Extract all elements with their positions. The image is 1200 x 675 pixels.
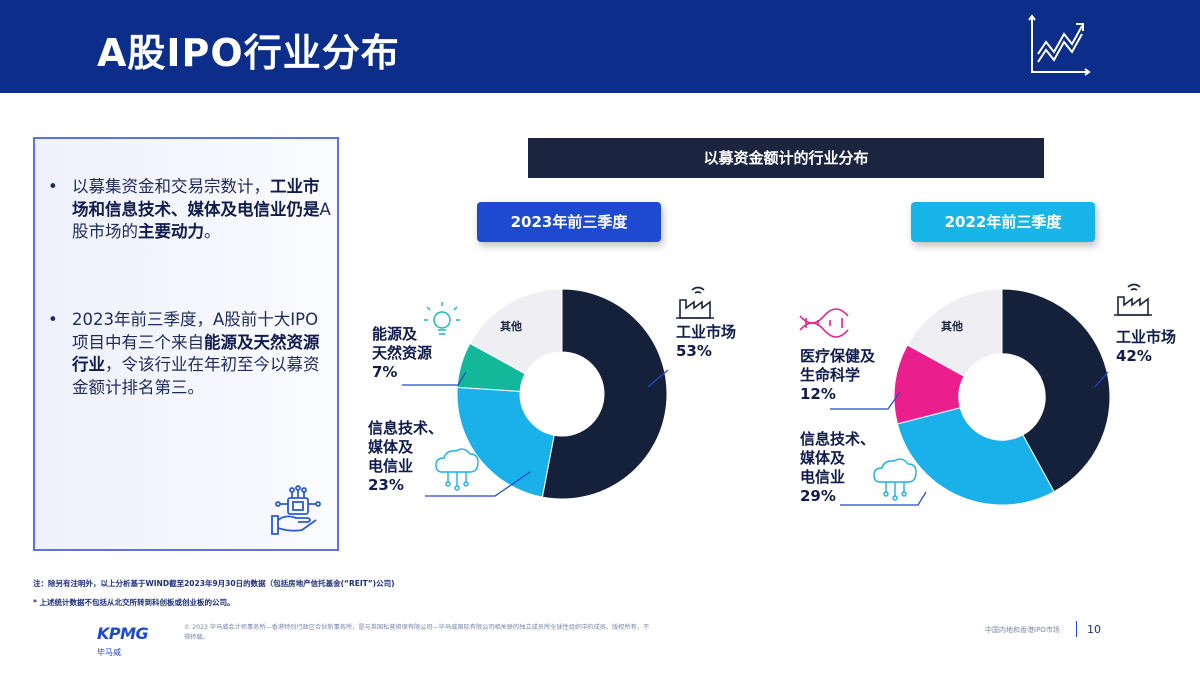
donut-2-slice-0 <box>1001 288 1111 493</box>
page-number: 10 <box>1087 623 1101 636</box>
donut-1-slice-3 <box>469 288 563 375</box>
kpmg-logo-cn: 毕马威 <box>97 648 121 657</box>
summary-box <box>33 137 339 551</box>
bullet-1-text-b: A股市场的 <box>72 199 331 242</box>
factory-icon <box>1114 283 1152 316</box>
footnote-2: * 上述统计数据不包括从北交所转到科创板或创业板的公司。 <box>33 598 235 607</box>
dna-icon <box>799 308 849 338</box>
bullet-2-text-end: ，令该行业在年初至今以募资金额计排名第三。 <box>72 355 320 397</box>
copyright-text: © 2023 毕马威会计师事务所—香港特别行政区合伙制事务所，是与英国私营担保有… <box>184 624 650 641</box>
bullet-1-text-bold: 工业市场和信息技术、媒体及电信业仍是 <box>72 177 320 219</box>
growth-chart-icon <box>1028 14 1091 76</box>
footnote-1: 注：除另有注明外，以上分析基于WIND截至2023年9月30日的数据（包括房地产… <box>33 579 395 588</box>
donut-chart-2022 <box>893 288 1111 506</box>
cloud-network-icon <box>873 458 917 501</box>
factory-icon <box>676 286 714 319</box>
header-bar: A股IPO行业分布 <box>0 0 1200 93</box>
bullet-1-text-end: 。 <box>204 222 221 241</box>
bullet-2-text-a: 2023年前三季度，A股前十大IPO项目中有三个来自 <box>72 310 319 352</box>
bullet-2-text-bold: 能源及天然资源行业 <box>72 332 320 375</box>
chart-1-label-tmt: 信息技术、 媒体及 电信业 23% <box>368 419 444 494</box>
chart-1-label-other: 其他 <box>500 320 522 333</box>
hand-chip-icon <box>271 485 321 535</box>
donut-1-slice-1 <box>456 386 555 498</box>
document-title: 中国内地和香港IPO市场 <box>985 626 1060 634</box>
page-title: A股IPO行业分布 <box>97 31 400 75</box>
footer-divider <box>1076 621 1077 637</box>
kpmg-logo: KPMG <box>97 624 149 643</box>
bullet-1-text-bold2: 主要动力 <box>138 222 204 241</box>
bullet-2: • 2023年前三季度，A股前十大IPO项目中有三个来自能源及天然资源行业，令该… <box>48 309 333 399</box>
bullet-1-text-a: 以募集资金和交易宗数计， <box>72 177 270 196</box>
donut-2-slice-1 <box>896 407 1055 506</box>
donut-1-slice-0 <box>541 288 668 500</box>
bullet-1: • 以募集资金和交易宗数计，工业市场和信息技术、媒体及电信业仍是A股市场的主要动… <box>48 176 333 244</box>
chart-2-title: 2022年前三季度 <box>911 202 1095 242</box>
bullet-dot: • <box>48 310 58 329</box>
chart-1-label-energy: 能源及 天然资源 7% <box>372 325 433 381</box>
chart-2-label-health: 医疗保健及 生命科学 12% <box>800 347 876 403</box>
bullet-dot: • <box>48 177 58 196</box>
donut-2-slice-3 <box>906 288 1003 377</box>
chart-2-label-other: 其他 <box>941 320 963 333</box>
lightbulb-icon <box>424 302 460 335</box>
chart-1-label-industrial: 工业市场 53% <box>676 323 737 360</box>
cloud-network-icon <box>435 448 479 491</box>
chart-2-label-industrial: 工业市场 42% <box>1116 328 1177 365</box>
donut-chart-2023 <box>456 288 668 500</box>
chart-banner: 以募资金额计的行业分布 <box>528 138 1044 178</box>
chart-1-title: 2023年前三季度 <box>477 202 661 242</box>
chart-2-label-tmt: 信息技术、 媒体及 电信业 29% <box>800 430 876 505</box>
